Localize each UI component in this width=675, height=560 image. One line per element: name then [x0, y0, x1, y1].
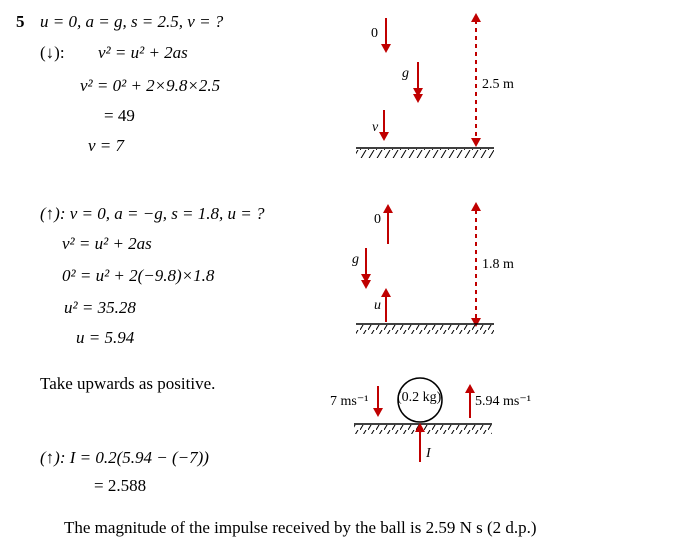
- conclusion-sentence: The magnitude of the impulse received by…: [64, 518, 537, 537]
- part1-result-squared: = 49: [104, 106, 135, 125]
- diagram1-bottom-velocity-label: v: [372, 120, 379, 135]
- diagram2-bottom-velocity-label: u: [374, 298, 381, 313]
- question-number: 5: [16, 12, 25, 31]
- part2-result: u = 5.94: [76, 328, 135, 347]
- part1-result: v = 7: [88, 136, 125, 155]
- part2-formula: v² = u² + 2as: [62, 234, 152, 253]
- part1-direction: (↓):: [40, 43, 65, 62]
- velocity-arrowhead-top: [381, 44, 391, 53]
- impact-incoming-speed-label: 7 ms⁻¹: [330, 394, 369, 409]
- diagram2-distance-label: 1.8 m: [482, 257, 514, 272]
- impact-outgoing-speed-label: 5.94 ms⁻¹: [475, 394, 531, 409]
- diagram-rebound-rise: [356, 202, 494, 334]
- diagram2-top-velocity-label: 0: [374, 212, 381, 227]
- part2-given: (↑): v = 0, a = −g, s = 1.8, u = ?: [40, 204, 265, 223]
- ball-mass-label: (0.2 kg): [397, 390, 442, 405]
- part2-substitution: 0² = u² + 2(−9.8)×1.8: [62, 266, 215, 285]
- impulse-result: = 2.588: [94, 476, 147, 495]
- ground-hatching: [356, 149, 494, 158]
- part1-formula: v² = u² + 2as: [98, 43, 188, 62]
- diagram1-top-velocity-label: 0: [371, 26, 378, 41]
- ground-hatching: [356, 325, 494, 334]
- impulse-label: I: [426, 446, 431, 461]
- part1-given: u = 0, a = g, s = 2.5, v = ?: [40, 12, 224, 31]
- part1-substitution: v² = 0² + 2×9.8×2.5: [80, 76, 221, 95]
- diagram-impact: [354, 377, 492, 462]
- impulse-equation: (↑): I = 0.2(5.94 − (−7)): [40, 448, 209, 467]
- diagram1-accel-label: g: [402, 66, 409, 81]
- diagram2-accel-label: g: [352, 252, 359, 267]
- ball: [397, 377, 443, 423]
- diagram-drop-fall: [356, 13, 494, 158]
- diagram1-distance-label: 2.5 m: [482, 77, 514, 92]
- part2-result-squared: u² = 35.28: [64, 298, 136, 317]
- sign-convention: Take upwards as positive.: [40, 374, 216, 393]
